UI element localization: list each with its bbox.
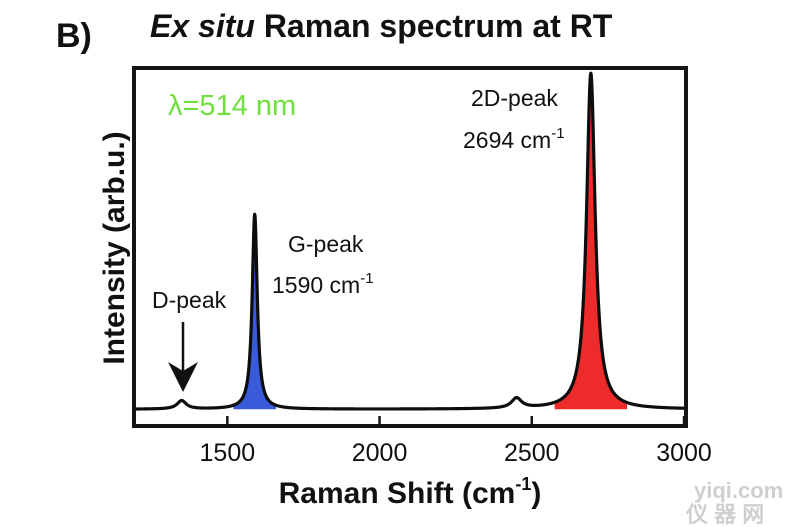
2d-peak-label: 2D-peak [471, 85, 558, 111]
g-peak-label: G-peak [288, 231, 364, 257]
2d-peak-position-sup: -1 [551, 125, 564, 142]
x-axis-tick-labels: 1500 2000 2500 3000 [200, 439, 712, 467]
peak-fill-D-prime [473, 399, 560, 410]
g-peak-position-sup: -1 [360, 270, 373, 287]
panel-label: B) [56, 17, 92, 55]
series-spectrum-line [134, 71, 686, 411]
peak-fill-2D [554, 73, 628, 410]
peak-fills [143, 73, 628, 410]
figure-title: Ex situ Raman spectrum at RT [150, 8, 613, 44]
wavelength-label: λ=514 nm [168, 90, 296, 122]
2d-peak-position: 2694 cm-1 [463, 125, 565, 153]
title-rest: Raman spectrum at RT [255, 8, 613, 44]
watermark-line1: yiqi.com [694, 478, 783, 503]
x-axis-title-sup: -1 [515, 474, 531, 494]
peak-fill-G [233, 214, 277, 410]
x-axis-title: Raman Shift (cm-1) [279, 474, 542, 510]
2d-peak-position-value: 2694 cm [463, 127, 551, 153]
d-peak-arrow-head [168, 362, 198, 392]
x-axis-title-main: Raman Shift (cm [279, 477, 516, 510]
x-tick-label-2000: 2000 [352, 439, 408, 467]
x-axis-title-end: ) [531, 477, 541, 510]
plot-frame [132, 66, 688, 428]
x-axis-ticks [226, 416, 686, 424]
g-peak-position-value: 1590 cm [272, 272, 360, 298]
d-peak-label: D-peak [152, 287, 227, 313]
title-italic: Ex situ [150, 8, 255, 44]
g-peak-position: 1590 cm-1 [272, 270, 374, 298]
peak-fill-D-small [143, 400, 221, 410]
x-tick-label-3000: 3000 [656, 439, 712, 467]
x-tick-label-2500: 2500 [504, 439, 560, 467]
watermark-line2: 仪 器 网 [685, 502, 764, 527]
x-tick-label-1500: 1500 [200, 439, 256, 467]
y-axis-title: Intensity (arb.u.) [98, 131, 131, 364]
